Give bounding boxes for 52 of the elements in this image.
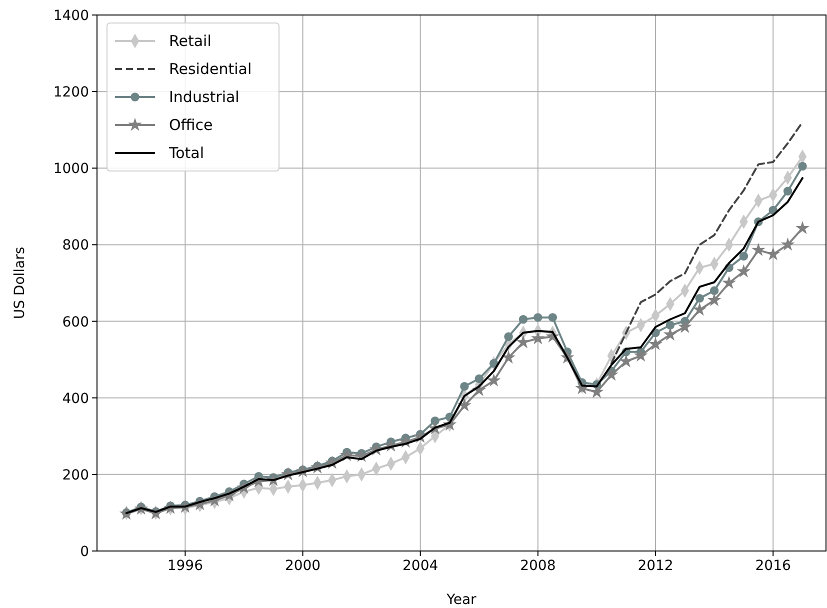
point (457, 398, 472, 412)
line-series (610, 121, 804, 364)
legend-label: Office (169, 116, 213, 134)
point (486, 373, 501, 387)
y-tick-label: 1000 (53, 161, 89, 178)
x-tick-label: 2004 (402, 558, 438, 574)
point (648, 336, 662, 350)
point (780, 237, 795, 251)
point (534, 313, 542, 322)
y-tick-label: 1400 (53, 8, 89, 24)
legend-label: Retail (169, 32, 212, 50)
x-tick-label: 1996 (167, 558, 204, 574)
point (692, 302, 707, 316)
point (518, 315, 528, 324)
point (502, 350, 516, 364)
x-tick-label: 2000 (284, 558, 321, 574)
point (796, 220, 810, 234)
y-tick-label: 800 (62, 238, 89, 254)
point (474, 374, 484, 384)
point (619, 354, 634, 368)
x-tick-label: 2008 (520, 558, 556, 574)
point (430, 416, 440, 426)
point (707, 292, 722, 306)
y-tick-label: 200 (62, 467, 89, 484)
y-tick-label: 1200 (53, 84, 89, 101)
x-axis-title: Year (446, 592, 477, 608)
point (722, 276, 736, 289)
point (460, 382, 469, 391)
x-tick-label: 2016 (755, 558, 791, 574)
legend-label: Total (168, 144, 204, 162)
y-tick-label: 0 (80, 544, 89, 560)
point (548, 313, 557, 322)
point (798, 162, 807, 171)
point (663, 327, 678, 341)
point (739, 252, 748, 261)
legend-label: Industrial (169, 88, 240, 106)
point (504, 332, 513, 341)
y-axis-title: US Dollars (12, 246, 28, 320)
point (736, 264, 751, 278)
y-tick-label: 600 (62, 314, 89, 330)
legend-label: Residential (169, 60, 252, 78)
x-tick-label: 2012 (638, 558, 674, 574)
point (604, 368, 618, 381)
point (751, 242, 766, 256)
point (695, 294, 704, 303)
point (783, 186, 792, 196)
y-tick-label: 400 (62, 390, 89, 407)
point (666, 320, 675, 330)
point (710, 286, 719, 296)
point (678, 320, 692, 333)
point (530, 331, 545, 344)
point (634, 348, 648, 362)
